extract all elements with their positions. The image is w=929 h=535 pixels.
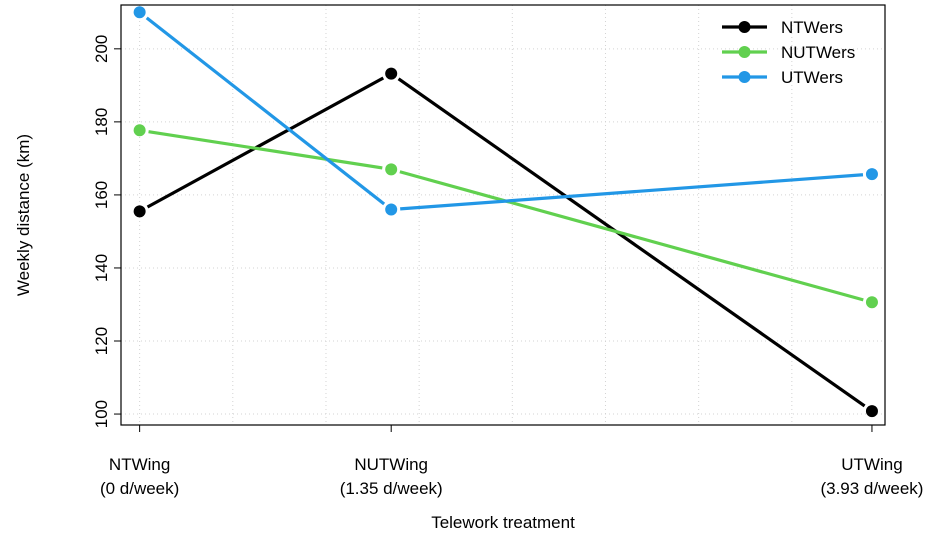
x-tick-label: NUTWing bbox=[354, 455, 428, 474]
plot-frame bbox=[120, 4, 886, 426]
x-tick-label: UTWing bbox=[841, 455, 902, 474]
data-point bbox=[385, 67, 398, 80]
x-tick-label: (3.93 d/week) bbox=[820, 479, 923, 498]
legend-label: NUTWers bbox=[781, 43, 855, 62]
data-point bbox=[385, 163, 398, 176]
data-point bbox=[865, 168, 878, 181]
data-point bbox=[865, 296, 878, 309]
y-tick-label: 120 bbox=[92, 327, 111, 355]
x-tick-label: NTWing bbox=[109, 455, 170, 474]
data-point bbox=[133, 205, 146, 218]
series bbox=[133, 6, 878, 418]
data-point bbox=[385, 203, 398, 216]
x-tick-label: (0 d/week) bbox=[100, 479, 179, 498]
y-tick-label: 180 bbox=[92, 108, 111, 136]
y-tick-label: 200 bbox=[92, 35, 111, 63]
series-line bbox=[400, 173, 864, 211]
x-tick-label: (1.35 d/week) bbox=[340, 479, 443, 498]
series-line bbox=[397, 77, 866, 408]
grid bbox=[121, 5, 886, 425]
data-point bbox=[865, 405, 878, 418]
y-tick-label: 140 bbox=[92, 254, 111, 282]
data-point bbox=[133, 124, 146, 137]
series-line bbox=[148, 130, 383, 170]
legend-marker bbox=[738, 46, 751, 58]
x-axis: NTWing (0 d/week) NUTWing (1.35 d/week) UTWi… bbox=[100, 425, 923, 498]
y-axis-label: Weekly distance (km) bbox=[14, 134, 33, 296]
series-line bbox=[146, 76, 385, 209]
data-point bbox=[133, 6, 146, 19]
y-tick-label: 100 bbox=[92, 400, 111, 428]
legend-label: NTWers bbox=[781, 18, 843, 37]
y-tick-label: 160 bbox=[92, 181, 111, 209]
series-line bbox=[399, 170, 864, 302]
series-line bbox=[145, 16, 386, 206]
legend: NTWers NUTWers UTWers bbox=[722, 18, 855, 87]
legend-marker bbox=[738, 71, 751, 83]
legend-marker bbox=[738, 21, 751, 33]
y-axis: 100 120 140 160 180 200 bbox=[92, 35, 121, 428]
legend-label: UTWers bbox=[781, 68, 843, 87]
x-axis-label: Telework treatment bbox=[431, 513, 575, 532]
